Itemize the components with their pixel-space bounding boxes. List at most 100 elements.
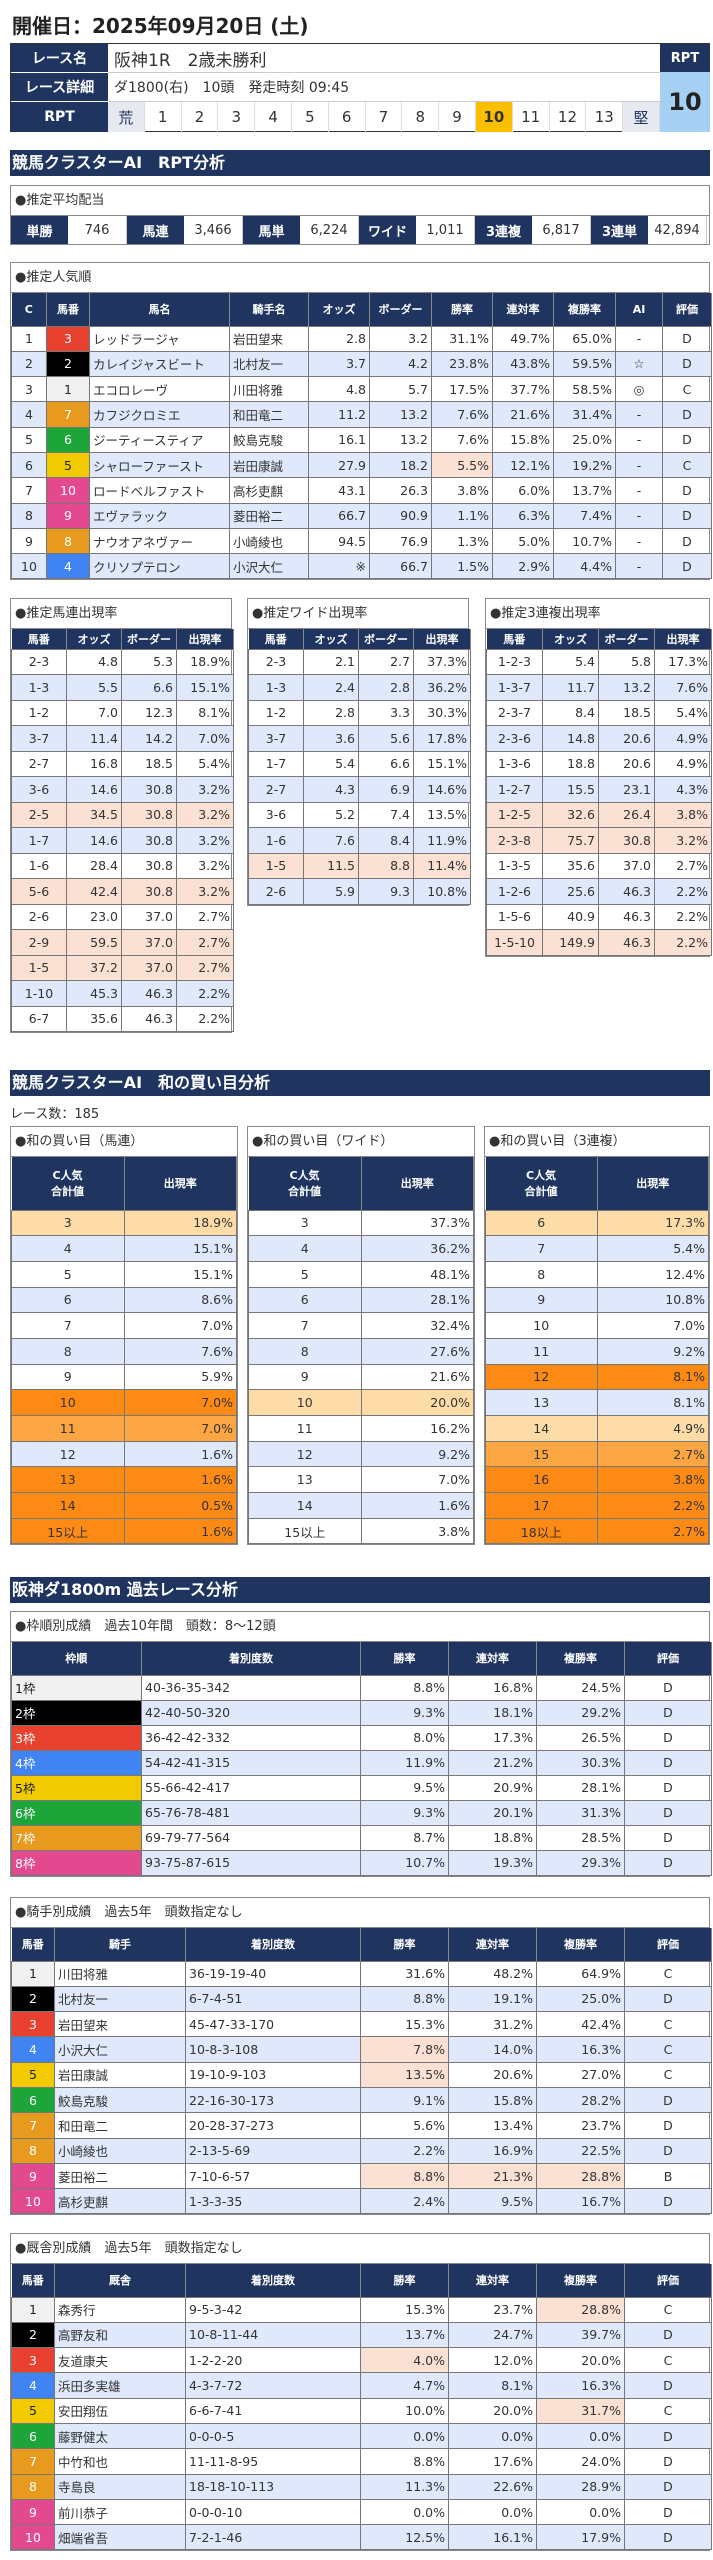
table-cell: 17.9% xyxy=(536,2524,625,2551)
table-row: 2-3 4.8 5.3 18.9% xyxy=(11,648,234,675)
table-cell: 18.8% xyxy=(448,1824,537,1851)
table-cell: 1.6% xyxy=(123,1517,237,1545)
frame-color-cell: 10 xyxy=(11,2524,55,2551)
frame-color-cell: 5 xyxy=(46,451,90,479)
table-cell: 17.5% xyxy=(431,376,493,403)
table-cell: 54-42-41-315 xyxy=(141,1749,361,1776)
table-cell: 2-5 xyxy=(11,801,67,828)
sum-wide-header-row: C人気 合計値 出現率 xyxy=(248,1157,474,1210)
average-payout-value: 746 xyxy=(68,216,127,244)
table-cell: D xyxy=(662,401,712,428)
table-cell: 26.3 xyxy=(369,477,432,504)
table-cell: ロードベルファスト xyxy=(89,477,230,504)
table-cell: 12.4% xyxy=(596,1260,709,1288)
table-cell: 2.2% xyxy=(596,1492,709,1519)
table-cell: 93-75-87-615 xyxy=(141,1849,361,1876)
table-cell: 1-3-3-35 xyxy=(185,2188,361,2215)
table-cell: 2.7% xyxy=(596,1440,709,1468)
table-cell: 4.0% xyxy=(360,2347,449,2374)
table-cell: 1-2-5 xyxy=(486,801,543,828)
table-cell: 36.2% xyxy=(413,674,471,701)
table-cell: 友道康夫 xyxy=(54,2347,186,2374)
table-cell: 2.8 xyxy=(303,699,359,726)
average-payout-label: 馬単 xyxy=(243,216,300,244)
table-cell: 12.1% xyxy=(492,451,554,479)
table-cell: 8.8 xyxy=(358,852,414,879)
table-cell: 16.3% xyxy=(536,2372,625,2399)
sum-sanrenpuku-title: ●和の買い目（3連複） xyxy=(485,1127,709,1157)
table-cell: 4.9% xyxy=(654,750,712,777)
table-row: 5 安田翔伍 6-6-7-41 10.0% 20.0% 31.7% C xyxy=(11,2397,712,2424)
table-cell: カフジクロミエ xyxy=(89,401,230,428)
table-cell: D xyxy=(624,2112,712,2139)
table-cell: 2.2% xyxy=(654,903,712,930)
column-header: オッズ xyxy=(308,293,370,326)
column-header: 勝率 xyxy=(360,2264,449,2297)
table-cell: ※ xyxy=(308,553,370,580)
column-header: 馬番 xyxy=(11,629,67,649)
table-row: 3 岩田望来 45-47-33-170 15.3% 31.2% 42.4% C xyxy=(11,2011,712,2038)
table-row: 2枠 42-40-50-320 9.3% 18.1% 29.2% D xyxy=(11,1699,712,1726)
table-cell: 11 xyxy=(248,1415,362,1442)
column-header: 着別度数 xyxy=(141,1642,361,1675)
frame-color-cell: 10 xyxy=(46,477,90,504)
table-cell: 17.3% xyxy=(448,1724,537,1751)
table-cell: 19-10-9-103 xyxy=(185,2061,361,2088)
frame-color-cell: 2枠 xyxy=(11,1699,142,1726)
sanrenpuku-header-row: 馬番 オッズ ボーダー 出現率 xyxy=(486,629,712,649)
table-cell: 11.2 xyxy=(308,401,370,428)
trainer-stats-table: 馬番 厩舎 着別度数 勝率 連対率 複勝率 評価 1 森秀行 9-5-3-42 15.3% 23.7%… xyxy=(11,2264,712,2551)
table-row: 7 10 ロードベルファスト 高杉吏麒 43.1 26.3 3.8% 6.0% 13.7% - D xyxy=(11,477,712,504)
table-row: 3-6 14.6 30.8 3.2% xyxy=(11,776,234,803)
frame-color-cell: 8枠 xyxy=(11,1849,142,1876)
average-payout-label: 3連単 xyxy=(591,216,648,244)
table-cell: C xyxy=(624,2296,712,2323)
table-cell: 小沢大仁 xyxy=(54,2036,186,2063)
table-row: 5枠 55-66-42-417 9.5% 20.9% 28.1% D xyxy=(11,1774,712,1801)
column-header: 勝率 xyxy=(360,1928,449,1961)
table-cell: 1-5-6 xyxy=(486,903,543,930)
table-cell: 0.0% xyxy=(536,2498,625,2526)
table-cell: 46.3 xyxy=(598,903,655,930)
table-cell: 37.0 xyxy=(598,852,655,879)
table-cell: 2.2% xyxy=(654,929,712,956)
table-cell: 17.6% xyxy=(448,2448,537,2475)
frame-color-cell: 2 xyxy=(11,1985,55,2013)
table-cell: 13 xyxy=(485,1389,598,1416)
table-row: 2-7 16.8 18.5 5.4% xyxy=(11,750,234,777)
table-cell: D xyxy=(662,350,712,378)
table-cell: D xyxy=(624,2473,712,2500)
popularity-table: C 馬番 馬名 騎手名 オッズ ボーダー 勝率 連対率 複勝率 AI 評価 1 3 レッドラージャ 岩田望来… xyxy=(11,293,712,580)
table-cell: 3 xyxy=(11,1209,125,1237)
table-cell: 3.2% xyxy=(176,801,234,828)
table-row: 2 高野友和 10-8-11-44 13.7% 24.7% 39.7% D xyxy=(11,2321,712,2349)
table-cell: 5.6% xyxy=(360,2112,449,2139)
table-cell: 18.2 xyxy=(369,451,432,479)
table-cell: 31.4% xyxy=(553,401,616,428)
table-cell: 1-2 xyxy=(248,699,304,726)
table-row: 1 3 レッドラージャ 岩田望来 2.8 3.2 31.1% 49.7% 65.0% - D xyxy=(11,325,712,352)
table-cell: - xyxy=(615,553,663,580)
table-cell: - xyxy=(615,426,663,453)
table-cell: 64.9% xyxy=(536,1960,625,1987)
table-row: 8 小崎綾也 2-13-5-69 2.2% 16.9% 22.5% D xyxy=(11,2137,712,2164)
table-row: 3枠 36-42-42-332 8.0% 17.3% 26.5% D xyxy=(11,1724,712,1751)
table-cell: 7.0% xyxy=(360,1466,474,1494)
table-cell: 48.1% xyxy=(360,1260,474,1288)
table-cell: 2-6 xyxy=(248,878,304,905)
rpt-scale-cell: 3 xyxy=(218,102,256,132)
rpt-scale-cell: 13 xyxy=(586,102,624,132)
table-cell: 3.8% xyxy=(431,477,493,504)
table-cell: 23.1 xyxy=(598,776,655,803)
table-cell: D xyxy=(624,2498,712,2526)
column-header: 騎手名 xyxy=(229,293,309,326)
frame-color-cell: 1 xyxy=(11,2296,55,2323)
table-row: 13 1.6% xyxy=(11,1466,237,1494)
average-payout-row: 単勝 746 馬連 3,466 馬単 6,224 ワイド 1,011 3連複 6,817 3連単 42… xyxy=(11,216,709,244)
table-row: 6枠 65-76-78-481 9.3% 20.1% 31.3% D xyxy=(11,1799,712,1826)
table-row: 2-7 4.3 6.9 14.6% xyxy=(248,776,471,803)
table-cell: 9 xyxy=(11,527,47,555)
table-row: 4 小沢大仁 10-8-3-108 7.8% 14.0% 16.3% C xyxy=(11,2036,712,2063)
table-row: 1-3-5 35.6 37.0 2.7% xyxy=(486,852,712,879)
table-cell: 6.6 xyxy=(358,750,414,777)
